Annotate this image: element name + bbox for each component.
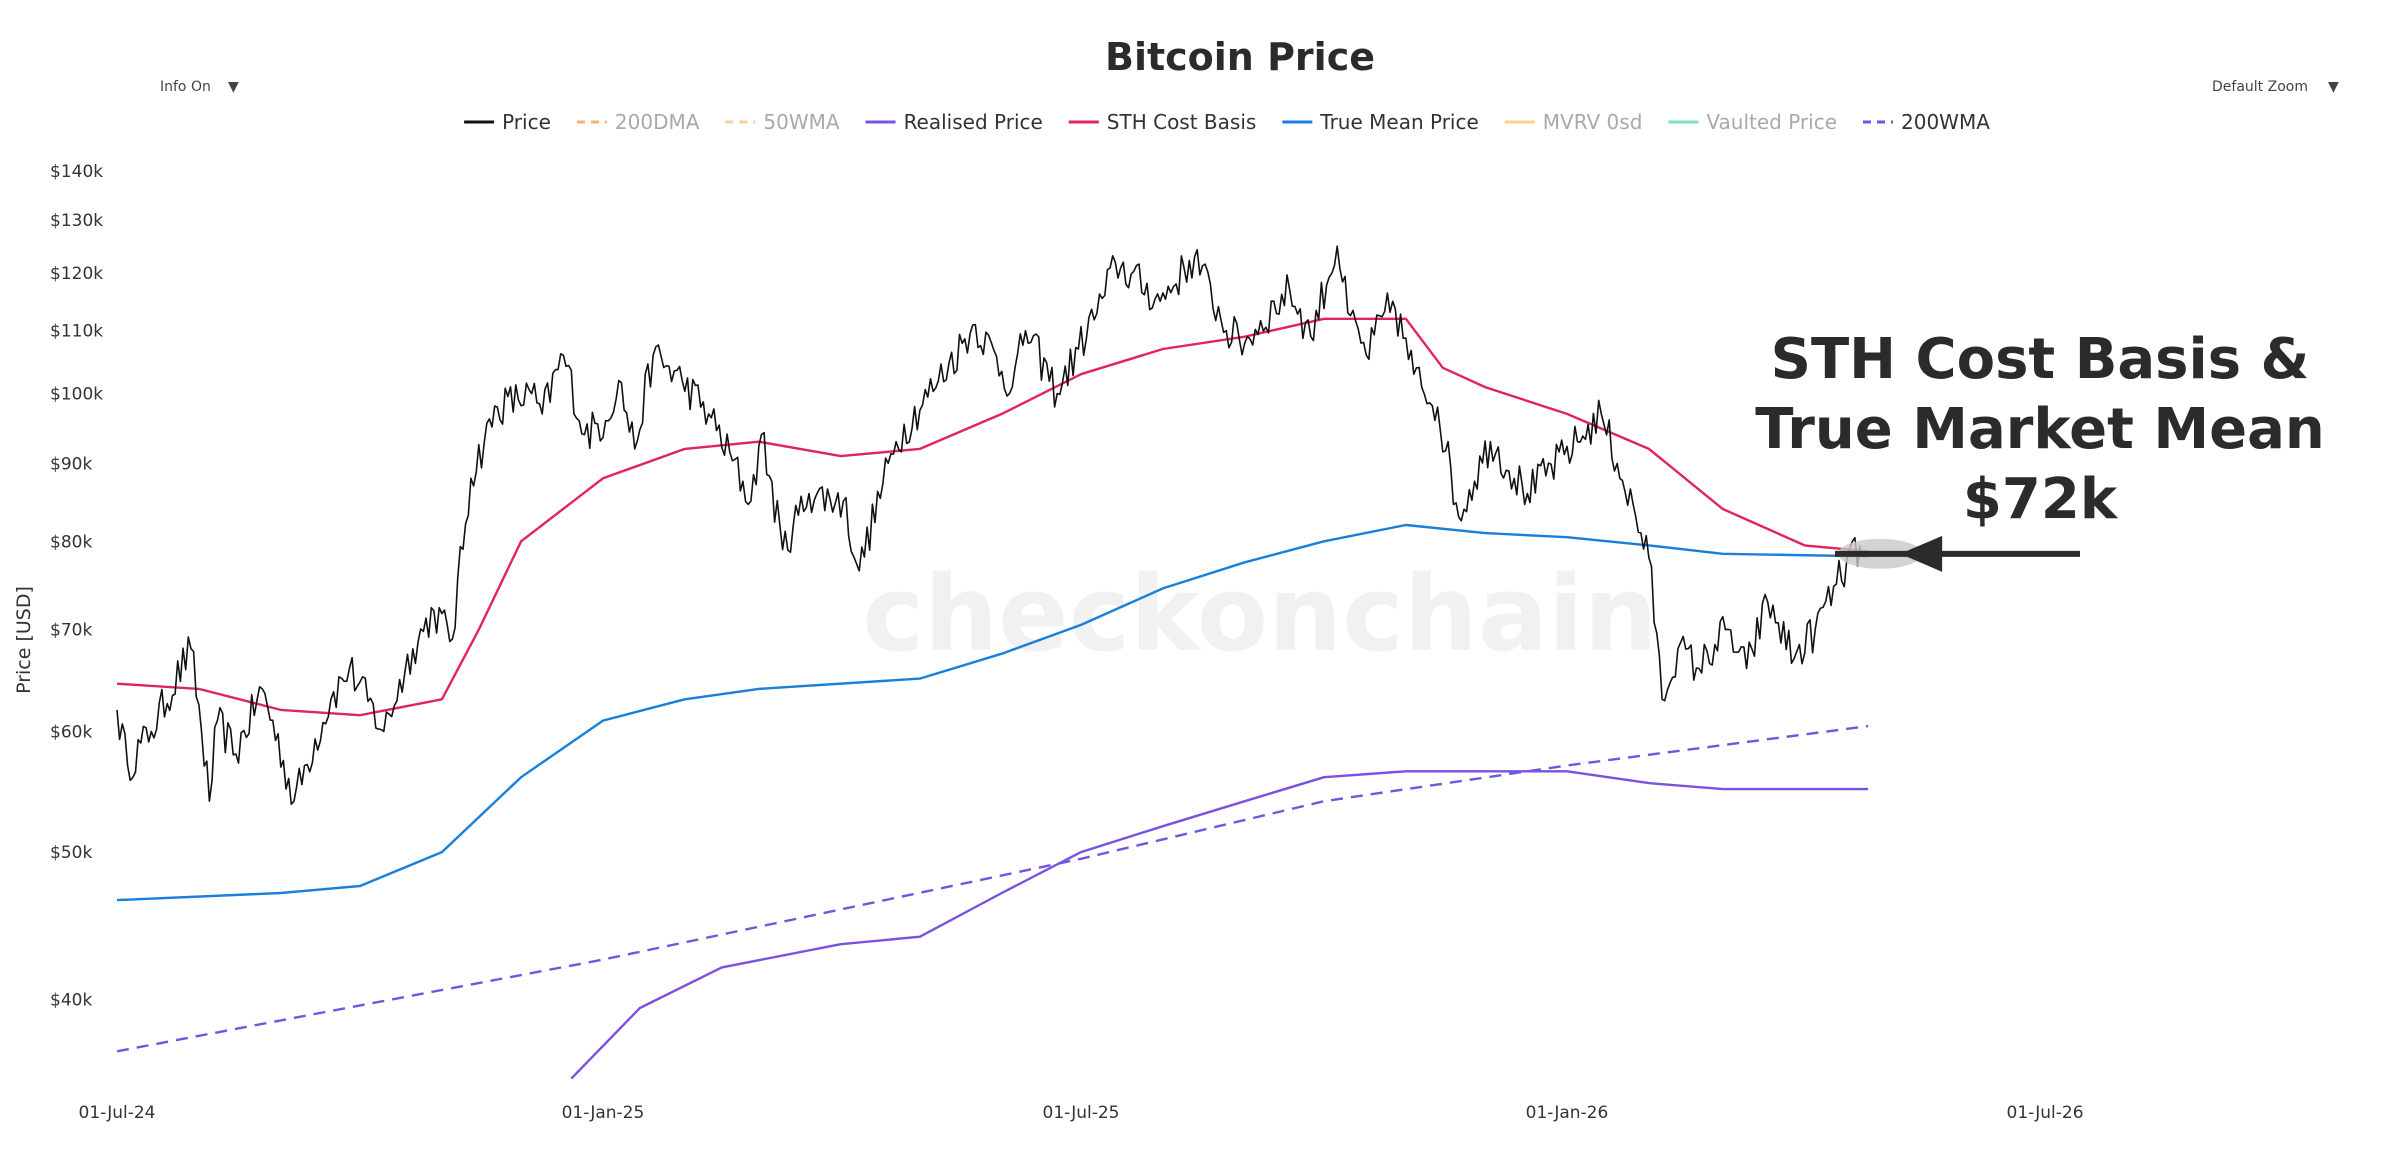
y-tick-label: $130k: [50, 211, 103, 231]
series-price-line: [116, 245, 1861, 805]
x-tick-label: 01-Jan-25: [562, 1103, 645, 1123]
info-toggle[interactable]: Info On: [160, 79, 211, 95]
y-tick-label: $50k: [50, 843, 92, 863]
legend-label: 50WMA: [763, 110, 839, 134]
y-tick-label: $110k: [50, 322, 103, 342]
annotation-text-line: STH Cost Basis &: [1771, 327, 2310, 392]
annotation-text-line: True Market Mean: [1755, 397, 2325, 462]
series-layer: [116, 245, 1869, 1080]
zoom-select[interactable]: Default Zoom: [2212, 79, 2308, 95]
legend-item-200wma[interactable]: 200WMA: [1863, 110, 1990, 134]
series-200wma-line: [116, 724, 1869, 1053]
legend-label: MVRV 0sd: [1543, 110, 1643, 134]
legend-label: Vaulted Price: [1706, 110, 1837, 134]
y-tick-label: $90k: [50, 454, 92, 474]
y-tick-label: $40k: [50, 991, 92, 1011]
legend-item-50wma[interactable]: 50WMA: [725, 110, 840, 134]
x-tick-label: 01-Jul-26: [2007, 1103, 2084, 1123]
legend-label: 200WMA: [1901, 110, 1990, 134]
y-tick-label: $100k: [50, 385, 103, 405]
legend-item-200dma[interactable]: 200DMA: [576, 110, 700, 134]
legend-item-true-mean-price[interactable]: True Mean Price: [1282, 110, 1479, 134]
axes: $40k $50k $60k $70k $80k $90k $100k $110k $120k $…: [50, 162, 2084, 1123]
watermark: checkonchain: [862, 553, 1657, 675]
arrow-head-icon: [1900, 535, 1943, 572]
y-tick-label: $60k: [50, 723, 92, 743]
series-sth-cost-basis-line: [116, 317, 1869, 717]
legend-label: STH Cost Basis: [1107, 110, 1257, 134]
legend[interactable]: Price 200DMA 50WMA Realised Price STH Cost B…: [464, 110, 1990, 134]
annotation-text-line: $72k: [1963, 467, 2119, 532]
y-tick-label: $80k: [50, 532, 92, 552]
y-axis-label: Price [USD]: [13, 586, 35, 694]
annotation: STH Cost Basis &True Market Mean$72k: [1755, 327, 2325, 572]
legend-label: 200DMA: [615, 110, 700, 134]
info-caret-icon[interactable]: ▼: [228, 79, 239, 95]
y-tick-label: $140k: [50, 162, 103, 182]
legend-label: Realised Price: [904, 110, 1043, 134]
legend-item-realised-price[interactable]: Realised Price: [865, 110, 1043, 134]
x-tick-label: 01-Jan-26: [1526, 1103, 1609, 1123]
y-tick-label: $120k: [50, 264, 103, 284]
legend-item-mvrv-0sd[interactable]: MVRV 0sd: [1504, 110, 1643, 134]
chart-title: Bitcoin Price: [1105, 35, 1375, 79]
zoom-caret-icon[interactable]: ▼: [2328, 79, 2339, 95]
x-tick-label: 01-Jul-25: [1043, 1103, 1120, 1123]
y-tick-label: $70k: [50, 621, 92, 641]
legend-item-vaulted-price[interactable]: Vaulted Price: [1668, 110, 1837, 134]
legend-item-sth-cost-basis[interactable]: STH Cost Basis: [1068, 110, 1257, 134]
x-tick-label: 01-Jul-24: [79, 1103, 156, 1123]
legend-label: Price: [502, 110, 551, 134]
legend-item-price[interactable]: Price: [464, 110, 551, 134]
series-realised-price-line: [570, 770, 1869, 1080]
series-true-mean-price-line: [116, 523, 1869, 902]
legend-label: True Mean Price: [1319, 110, 1478, 134]
watermark-text: checkonchain: [862, 553, 1657, 675]
